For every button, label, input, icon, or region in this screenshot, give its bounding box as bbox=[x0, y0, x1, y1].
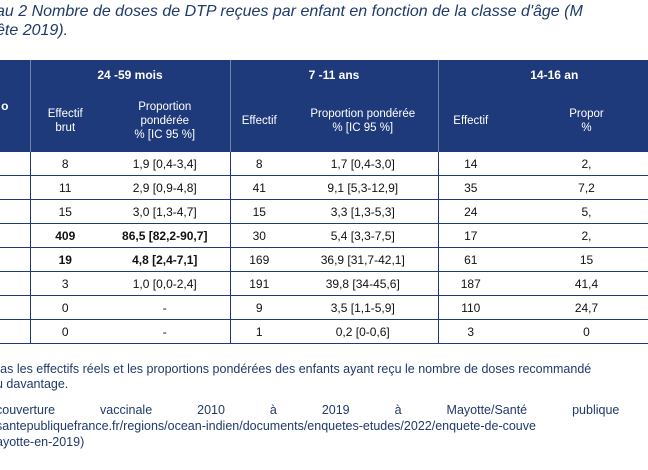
proportion-cell: 9,1 [5,3-12,9] bbox=[288, 175, 439, 200]
proportion-cell: 41,4 bbox=[503, 271, 648, 296]
row-label-cell bbox=[0, 271, 31, 296]
proportion-cell: 5,4 [3,3-7,5] bbox=[288, 223, 439, 248]
proportion-cell: 39,8 [34-45,6] bbox=[288, 271, 439, 296]
effectif-cell: 169 bbox=[229, 247, 288, 272]
effectif-cell: 14 bbox=[437, 152, 504, 176]
subheader-effectif: Effectif bbox=[229, 90, 288, 152]
effectif-cell: 30 bbox=[229, 223, 288, 248]
proportion-cell: 86,5 [82,2-90,7] bbox=[100, 223, 230, 248]
row-label-cell bbox=[0, 175, 31, 200]
table-caption: au 2 Nombre de doses de DTP reçues par e… bbox=[0, 2, 648, 40]
effectif-cell: 9 bbox=[229, 295, 288, 320]
proportion-cell: 1,0 [0,0-2,4] bbox=[100, 271, 230, 296]
proportion-cell: 7,2 bbox=[503, 175, 648, 200]
proportion-cell: - bbox=[100, 319, 230, 344]
effectif-brut-cell: 3 bbox=[30, 271, 100, 296]
subheader-proportion-ponderee: Proportion pondérée% [IC 95 %] bbox=[100, 90, 230, 152]
row-label-cell bbox=[0, 223, 31, 248]
group-header-24-59-mois: 24 -59 mois bbox=[30, 60, 230, 90]
effectif-cell: 24 bbox=[437, 199, 504, 224]
proportion-cell: - bbox=[100, 295, 230, 320]
source-word: Mayotte/Santé bbox=[446, 403, 528, 417]
effectif-brut-cell: 0 bbox=[30, 319, 100, 344]
source-word: vaccinale bbox=[100, 403, 153, 417]
effectif-brut-cell: 409 bbox=[30, 223, 100, 248]
table-row: 0-1 0,2 [0-0,6] 3 0 bbox=[0, 319, 648, 344]
source-word: à bbox=[269, 403, 277, 417]
proportion-cell: 5, bbox=[503, 199, 648, 224]
row-label-cell bbox=[0, 199, 31, 224]
table-row: 3 1,0 [0,0-2,4] 191 39,8 [34-45,6] 187 41,4 bbox=[0, 271, 648, 296]
source-url-end: ayotte-en-2019) bbox=[0, 435, 85, 449]
effectif-cell: 1 bbox=[229, 319, 288, 344]
proportion-cell: 3,3 [1,3-5,3] bbox=[288, 199, 439, 224]
proportion-cell: 1,7 [0,4-3,0] bbox=[288, 152, 439, 176]
subheader-effectif: Effectif bbox=[437, 90, 504, 152]
subheader-proportion: Propor% bbox=[503, 90, 648, 152]
effectif-brut-cell: 19 bbox=[30, 247, 100, 272]
proportion-cell: 0,2 [0-0,6] bbox=[288, 319, 439, 344]
proportion-cell: 36,9 [31,7-42,1] bbox=[288, 247, 439, 272]
group-header-7-11-ans: 7 -11 ans bbox=[229, 60, 439, 90]
effectif-brut-cell: 0 bbox=[30, 295, 100, 320]
note-line-1: ras les effectifs réels et les proportio… bbox=[0, 362, 592, 376]
source-word: à bbox=[394, 403, 402, 417]
table-row: 19 4,8 [2,4-7,1] 169 36,9 [31,7-42,1] 61 15 bbox=[0, 247, 648, 272]
effectif-cell: 61 bbox=[437, 247, 504, 272]
effectif-cell: 110 bbox=[437, 295, 504, 320]
note-line-2: u davantage. bbox=[0, 377, 69, 391]
effectif-cell: 8 bbox=[229, 152, 288, 176]
proportion-cell: 1,9 [0,4-3,4] bbox=[100, 152, 230, 176]
effectif-cell: 17 bbox=[437, 223, 504, 248]
subheader-effectif-brut: Effectif brut bbox=[30, 90, 100, 152]
proportion-cell: 24,7 bbox=[503, 295, 648, 320]
table-subheader-row: Effectif brut Proportion pondérée% [IC 95 … bbox=[0, 90, 648, 152]
proportion-cell: 4,8 [2,4-7,1] bbox=[100, 247, 230, 272]
row-label-cell bbox=[0, 152, 31, 176]
effectif-brut-cell: 15 bbox=[30, 199, 100, 224]
effectif-cell: 191 bbox=[229, 271, 288, 296]
row-label-cell bbox=[0, 319, 31, 344]
proportion-cell: 2,9 [0,9-4,8] bbox=[100, 175, 230, 200]
effectif-cell: 187 bbox=[437, 271, 504, 296]
proportion-cell: 2, bbox=[503, 152, 648, 176]
source-word: 2010 bbox=[197, 403, 225, 417]
source-word: publique bbox=[572, 403, 620, 417]
table-note: ras les effectifs réels et les proportio… bbox=[0, 362, 648, 392]
proportion-cell: 15 bbox=[503, 247, 648, 272]
effectif-brut-cell: 11 bbox=[30, 175, 100, 200]
row-label-cell bbox=[0, 247, 31, 272]
group-header-14-16-ans: 14-16 an bbox=[437, 60, 648, 90]
effectif-cell: 41 bbox=[229, 175, 288, 200]
source-word: couverture bbox=[0, 403, 56, 417]
proportion-cell: 3,0 [1,3-4,7] bbox=[100, 199, 230, 224]
proportion-cell: 2, bbox=[503, 223, 648, 248]
table-row: 0-9 3,5 [1,1-5,9] 110 24,7 bbox=[0, 295, 648, 320]
effectif-cell: 35 bbox=[437, 175, 504, 200]
table-body: 8 1,9 [0,4-3,4] 8 1,7 [0,4-3,0] 14 2, 11 2,9 [0… bbox=[0, 152, 648, 344]
proportion-cell: 3,5 [1,1-5,9] bbox=[288, 295, 439, 320]
source-word: 2019 bbox=[321, 403, 350, 417]
caption-line-1: au 2 Nombre de doses de DTP reçues par e… bbox=[0, 3, 583, 20]
source-line-1: couverture vaccinale 2010 à 2019 à Mayotte/San… bbox=[0, 402, 648, 418]
row-header: o bbox=[0, 60, 31, 152]
table-row: 11 2,9 [0,9-4,8] 41 9,1 [5,3-12,9] 35 7,2 bbox=[0, 175, 648, 200]
table-group-header-row: o 24 -59 mois 7 -11 ans 14-16 an bbox=[0, 60, 648, 152]
table-row: 8 1,9 [0,4-3,4] 8 1,7 [0,4-3,0] 14 2, bbox=[0, 152, 648, 176]
table-row: 409 86,5 [82,2-90,7] 30 5,4 [3,3-7,5] 17 2, bbox=[0, 223, 648, 248]
table-row: 15 3,0 [1,3-4,7] 15 3,3 [1,3-5,3] 24 5, bbox=[0, 199, 648, 224]
source-reference: couverture vaccinale 2010 à 2019 à Mayotte/San… bbox=[0, 402, 648, 450]
subheader-proportion-ponderee: Proportion pondérée% [IC 95 %] bbox=[288, 90, 439, 152]
source-url-line: santepubliquefrance.fr/regions/ocean-ind… bbox=[0, 419, 536, 433]
effectif-cell: 3 bbox=[437, 319, 504, 344]
caption-line-2: ête 2019). bbox=[0, 22, 69, 39]
row-label-cell bbox=[0, 295, 31, 320]
effectif-brut-cell: 8 bbox=[30, 152, 100, 176]
effectif-cell: 15 bbox=[229, 199, 288, 224]
doses-table: o 24 -59 mois 7 -11 ans 14-16 an Effecti… bbox=[0, 60, 648, 344]
proportion-cell: 0 bbox=[503, 319, 648, 344]
